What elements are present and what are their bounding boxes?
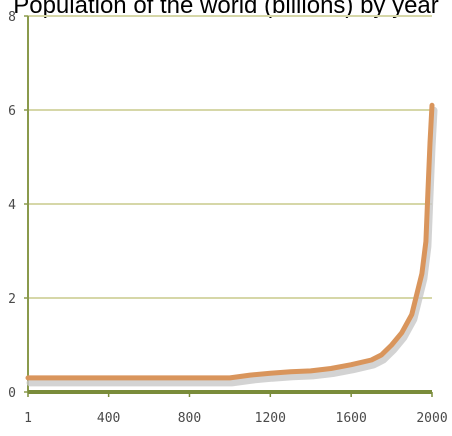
x-tick-label-1200: 1200	[255, 411, 286, 426]
data-point-1600	[349, 362, 354, 367]
data-point-1700	[369, 358, 374, 362]
data-point-1900	[409, 312, 414, 317]
y-tick-label-4: 4	[8, 198, 16, 213]
data-point-1100	[248, 373, 253, 378]
y-tick-label-2: 2	[8, 292, 16, 307]
series-line-shadow	[26, 106, 438, 387]
data-point-1970	[423, 239, 428, 244]
series-line	[25, 102, 435, 381]
data-point-1400	[308, 368, 313, 373]
data-point-1	[26, 375, 30, 380]
data-point-1980	[426, 187, 430, 192]
x-tick-label-2000: 2000	[416, 411, 447, 426]
x-tick-label-1: 1	[24, 411, 32, 426]
data-point-1300	[288, 369, 293, 374]
axis-layer	[24, 15, 433, 397]
data-point-1950	[419, 271, 424, 276]
chart-title: Population of the world (billions) by ye…	[13, 0, 439, 19]
data-point-1800	[389, 343, 394, 347]
x-tick-label-800: 800	[178, 411, 201, 426]
data-point-400	[106, 375, 111, 380]
y-tick-label-6: 6	[8, 104, 16, 119]
data-point-1850	[399, 330, 404, 335]
data-point-1750	[379, 352, 384, 357]
grid-layer	[28, 15, 432, 299]
data-point-2000	[430, 103, 434, 108]
data-point-1000	[227, 375, 232, 380]
x-tick-label-1600: 1600	[336, 411, 367, 426]
data-point-600	[147, 375, 152, 380]
tick-label-layer: 0 2 4 6 8 1 400 800 1200 1600 2000	[8, 10, 447, 426]
data-point-1990	[428, 140, 432, 145]
series-layer	[25, 102, 438, 387]
data-point-1500	[328, 366, 333, 371]
y-tick-label-0: 0	[8, 386, 16, 401]
data-point-200	[66, 375, 71, 380]
data-point-800	[187, 375, 192, 380]
y-tick-label-8: 8	[8, 10, 16, 25]
data-point-1200	[268, 371, 273, 376]
x-tick-label-400: 400	[97, 411, 120, 426]
